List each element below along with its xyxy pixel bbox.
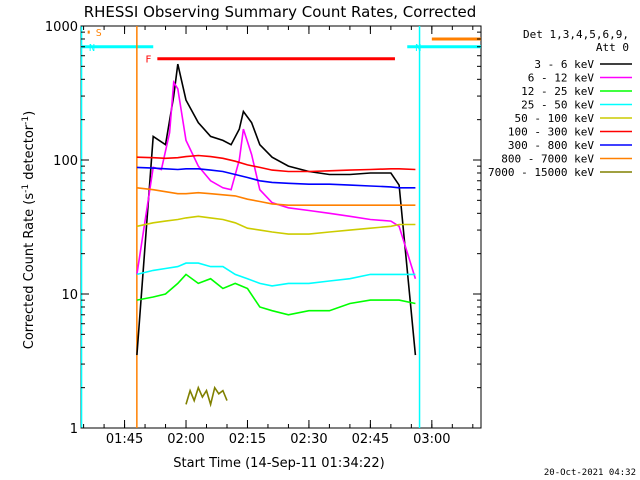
legend-entry-label: 800 - 7000 keV — [501, 153, 594, 166]
legend-entry-label: 7000 - 15000 keV — [488, 166, 594, 179]
legend-entry-label: 6 - 12 keV — [528, 72, 595, 85]
legend-entry-label: 3 - 6 keV — [534, 58, 594, 71]
series-line — [136, 154, 416, 173]
series-line — [136, 187, 416, 206]
series-line — [136, 215, 416, 235]
legend-header-detectors: Det 1,3,4,5,6,9, — [523, 28, 629, 41]
x-axis: 01:45 02:00 02:15 02:30 02:45 03:00 — [83, 26, 474, 447]
y-tick-label: 1000 — [45, 20, 78, 35]
flag-label: S — [96, 28, 102, 39]
x-tick-label: 02:00 — [167, 432, 204, 447]
series-line — [136, 262, 416, 287]
legend-entry-label: 100 - 300 keV — [508, 126, 594, 139]
x-tick-label: 02:45 — [352, 432, 389, 447]
legend-entry-label: 12 - 25 keV — [521, 85, 594, 98]
flags-layer: SN NF — [80, 26, 481, 428]
legend-entry-label: 25 - 50 keV — [521, 99, 594, 112]
y-tick-label: 1 — [70, 422, 78, 437]
y-tick-label: 10 — [61, 288, 78, 303]
legend-header-attenuator: Att 0 — [596, 41, 629, 54]
flag-label: N — [89, 43, 95, 54]
legend-entry-label: 50 - 100 keV — [515, 112, 595, 125]
timestamp: 20-Oct-2021 04:32 — [544, 468, 636, 478]
series-line — [136, 166, 416, 189]
flag-label: F — [145, 55, 151, 66]
y-axis-label: Corrected Count Rate (s-1 detector-1) — [21, 111, 37, 349]
x-tick-label: 03:00 — [413, 432, 450, 447]
series-line — [185, 385, 228, 408]
series-line — [136, 79, 417, 279]
x-tick-label: 01:45 — [106, 432, 143, 447]
y-axis: 1 10 100 1000 — [45, 20, 481, 437]
x-tick-label: 02:15 — [229, 432, 266, 447]
series-layer — [136, 63, 417, 408]
legend-entry-label: 300 - 800 keV — [508, 139, 594, 152]
series-line — [136, 273, 416, 316]
flag-label: N — [415, 43, 421, 54]
y-tick-label: 100 — [53, 154, 78, 169]
series-line — [136, 63, 417, 356]
chart-title: RHESSI Observing Summary Count Rates, Co… — [84, 3, 477, 21]
x-axis-label: Start Time (14-Sep-11 01:34:22) — [173, 456, 384, 471]
plot-frame — [80, 25, 482, 429]
x-tick-label: 02:30 — [290, 432, 327, 447]
